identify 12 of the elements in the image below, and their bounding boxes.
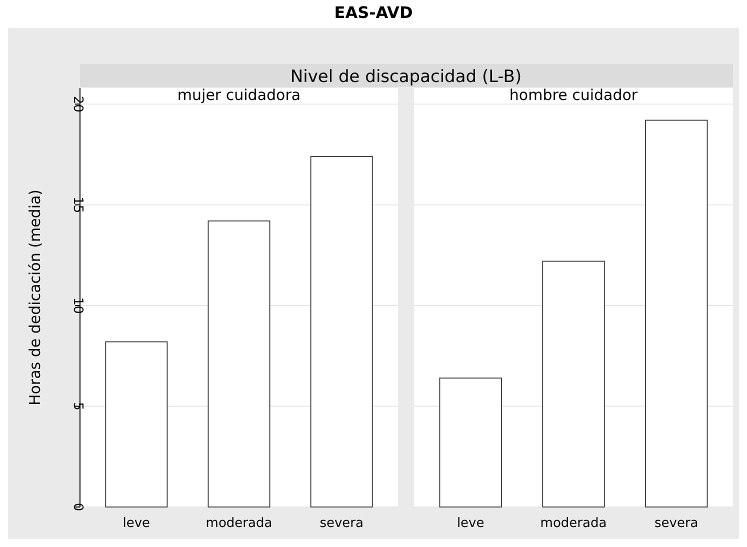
x-tick-label: leve — [456, 516, 484, 531]
chart-title: hombre cuidador — [509, 86, 638, 104]
chart-title: mujer cuidadora — [177, 86, 301, 104]
text: Nivel de discapacidad (L-B) — [290, 67, 522, 87]
x-tick-label: moderada — [206, 516, 272, 531]
x-tick-label: leve — [122, 516, 150, 531]
x-tick-label: moderada — [540, 516, 607, 531]
y-axis-title: Horas de dedicación (media) — [26, 189, 44, 406]
text: EAS-AVD — [334, 3, 413, 22]
x-tick-label: severa — [320, 516, 364, 531]
y-tick-label: 0 — [70, 502, 85, 512]
x-tick-label: severa — [654, 516, 698, 531]
